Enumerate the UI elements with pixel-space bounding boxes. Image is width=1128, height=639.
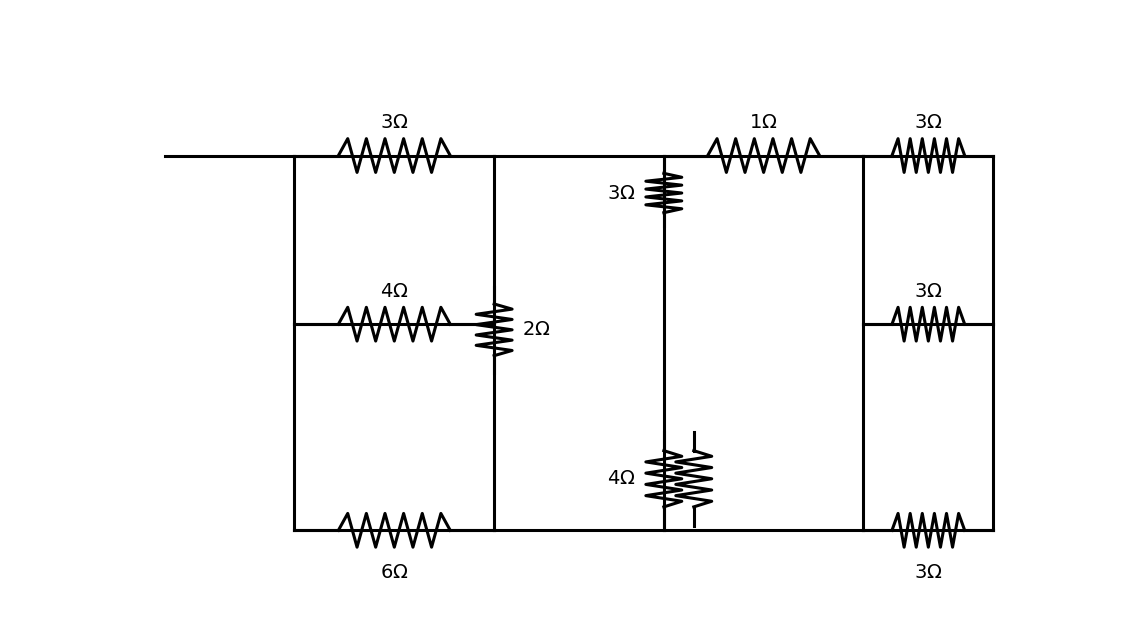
Text: $4\Omega$: $4\Omega$ — [380, 282, 408, 301]
Text: $2\Omega$: $2\Omega$ — [522, 320, 550, 339]
Text: $1\Omega$: $1\Omega$ — [749, 113, 778, 132]
Text: $6\Omega$: $6\Omega$ — [380, 563, 408, 582]
Text: $4\Omega$: $4\Omega$ — [607, 469, 636, 488]
Text: $3\Omega$: $3\Omega$ — [914, 113, 943, 132]
Text: $3\Omega$: $3\Omega$ — [914, 563, 943, 582]
Text: $3\Omega$: $3\Omega$ — [607, 183, 636, 203]
Text: $3\Omega$: $3\Omega$ — [914, 282, 943, 301]
Text: $3\Omega$: $3\Omega$ — [380, 113, 408, 132]
